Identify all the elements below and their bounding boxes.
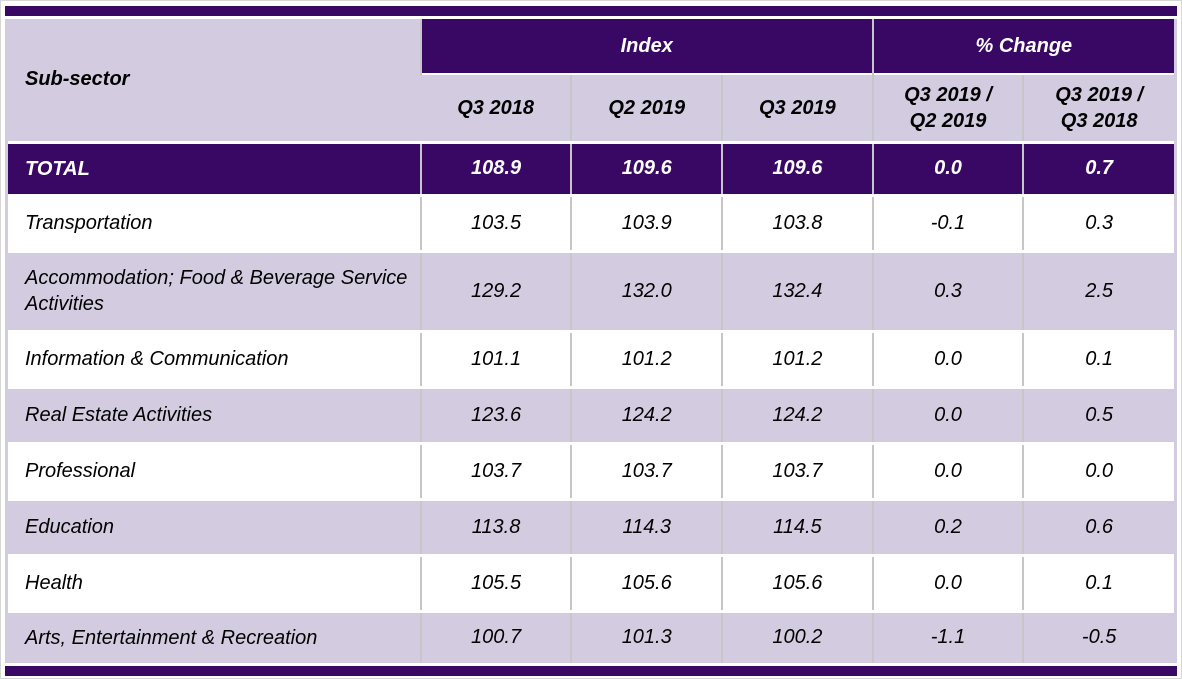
row-label: Arts, Entertainment & Recreation: [8, 609, 421, 663]
col-header-label-line2: Q2 2019: [909, 109, 987, 132]
top-border-bar: [5, 6, 1177, 16]
total-row: TOTAL 108.9 109.6 109.6 0.0 0.7: [8, 140, 1174, 195]
pct-change-value-cell: 0.7: [1022, 140, 1174, 195]
pct-change-value-cell: 0.0: [871, 329, 1024, 387]
index-value-cell: 105.5: [419, 553, 572, 611]
pct-change-group-header: % Change: [871, 19, 1174, 74]
col-header-q3-2018: Q3 2018: [420, 73, 572, 142]
table-row-accommodation-food-beverage: Accommodation; Food & Beverage Service A…: [8, 249, 1174, 331]
pct-change-value-cell: 0.1: [1022, 329, 1174, 387]
pct-change-value-cell: 2.5: [1022, 249, 1174, 331]
pct-change-value-cell: 0.0: [871, 140, 1024, 195]
row-label: Professional: [8, 441, 421, 499]
col-header-label: Q3 2018: [457, 96, 534, 119]
pct-change-value-cell: 0.6: [1022, 497, 1174, 555]
col-header-label-line1: Q3 2019 /: [904, 83, 992, 106]
index-value-cell: 129.2: [419, 249, 572, 331]
pct-change-value-cell: -0.1: [871, 193, 1024, 251]
row-label: TOTAL: [8, 140, 421, 195]
col-header-q3-2019: Q3 2019: [721, 73, 873, 142]
table-row-health: Health 105.5 105.6 105.6 0.0 0.1: [8, 553, 1174, 611]
index-value-cell: 114.3: [570, 497, 723, 555]
index-value-cell: 103.8: [721, 193, 873, 251]
table-row-arts-entertainment-recreation: Arts, Entertainment & Recreation 100.7 1…: [8, 609, 1174, 663]
col-header-q2-2019: Q2 2019: [570, 73, 723, 142]
row-label: Information & Communication: [8, 329, 421, 387]
index-value-cell: 105.6: [721, 553, 873, 611]
index-value-cell: 105.6: [570, 553, 723, 611]
table-row-transportation: Transportation 103.5 103.9 103.8 -0.1 0.…: [8, 193, 1174, 251]
index-value-cell: 103.7: [419, 441, 572, 499]
index-value-cell: 103.7: [570, 441, 723, 499]
pct-change-value-cell: 0.0: [871, 553, 1024, 611]
index-value-cell: 101.1: [419, 329, 572, 387]
index-value-cell: 103.9: [570, 193, 723, 251]
index-value-cell: 103.7: [721, 441, 873, 499]
index-value-cell: 101.2: [721, 329, 873, 387]
index-group-header: Index: [419, 19, 873, 74]
table-row-education: Education 113.8 114.3 114.5 0.2 0.6: [8, 497, 1174, 555]
col-header-label-line1: Q3 2019 /: [1055, 83, 1144, 106]
index-value-cell: 132.4: [721, 249, 873, 331]
index-value-cell: 100.7: [419, 609, 572, 663]
pct-change-value-cell: 0.0: [871, 441, 1024, 499]
col-header-q3-2019-vs-q2-2019: Q3 2019 / Q2 2019: [871, 73, 1024, 142]
index-value-cell: 101.2: [570, 329, 723, 387]
index-value-cell: 123.6: [419, 385, 572, 443]
pct-change-value-cell: -1.1: [871, 609, 1024, 663]
index-value-cell: 108.9: [419, 140, 572, 195]
pct-change-value-cell: 0.0: [871, 385, 1024, 443]
col-header-label: Q2 2019: [608, 96, 686, 119]
col-header-label: Q3 2019: [759, 96, 836, 119]
pct-change-value-cell: 0.2: [871, 497, 1024, 555]
table-row-professional: Professional 103.7 103.7 103.7 0.0 0.0: [8, 441, 1174, 499]
index-value-cell: 132.0: [570, 249, 723, 331]
pct-change-value-cell: 0.0: [1022, 441, 1174, 499]
index-value-cell: 100.2: [721, 609, 873, 663]
index-value-cell: 109.6: [721, 140, 873, 195]
table-row-information-communication: Information & Communication 101.1 101.2 …: [8, 329, 1174, 387]
index-value-cell: 103.5: [419, 193, 572, 251]
index-value-cell: 101.3: [570, 609, 723, 663]
row-label: Accommodation; Food & Beverage Service A…: [8, 249, 421, 331]
col-header-label-line2: Q3 2018: [1060, 109, 1138, 132]
row-label: Education: [8, 497, 421, 555]
index-value-cell: 114.5: [721, 497, 873, 555]
index-value-cell: 124.2: [721, 385, 873, 443]
index-value-cell: 124.2: [570, 385, 723, 443]
pct-change-value-cell: 0.1: [1022, 553, 1174, 611]
subsector-column-header: Sub-sector: [8, 19, 421, 142]
column-header-row: Q3 2018 Q2 2019 Q3 2019 Q3 2019 / Q2 201…: [8, 73, 1174, 142]
row-label: Real Estate Activities: [8, 385, 421, 443]
table-frame: Sub-sector Index % Change Q3 2018 Q2 201…: [5, 19, 1177, 663]
pct-change-value-cell: 0.3: [1022, 193, 1174, 251]
subsector-index-table: Sub-sector Index % Change Q3 2018 Q2 201…: [8, 19, 1174, 663]
pct-change-value-cell: 0.5: [1022, 385, 1174, 443]
table-row-real-estate: Real Estate Activities 123.6 124.2 124.2…: [8, 385, 1174, 443]
group-header-row: Sub-sector Index % Change: [8, 19, 1174, 142]
index-value-cell: 113.8: [419, 497, 572, 555]
col-header-q3-2019-vs-q3-2018: Q3 2019 / Q3 2018: [1022, 73, 1174, 142]
bottom-border-bar: [5, 666, 1177, 676]
pct-change-value-cell: -0.5: [1022, 609, 1174, 663]
pct-change-value-cell: 0.3: [871, 249, 1024, 331]
row-label: Transportation: [8, 193, 421, 251]
row-label: Health: [8, 553, 421, 611]
index-value-cell: 109.6: [570, 140, 723, 195]
